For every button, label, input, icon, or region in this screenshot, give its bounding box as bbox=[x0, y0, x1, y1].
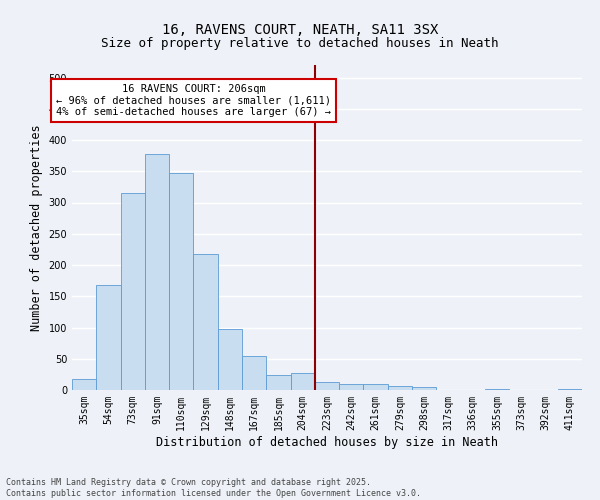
Bar bbox=[193, 254, 218, 390]
Bar bbox=[96, 285, 121, 390]
Bar bbox=[72, 380, 96, 390]
Bar bbox=[485, 389, 509, 390]
Text: Contains HM Land Registry data © Crown copyright and database right 2025.
Contai: Contains HM Land Registry data © Crown c… bbox=[6, 478, 421, 498]
Bar bbox=[412, 387, 436, 390]
Text: Size of property relative to detached houses in Neath: Size of property relative to detached ho… bbox=[101, 38, 499, 51]
Bar bbox=[388, 386, 412, 390]
Text: 16 RAVENS COURT: 206sqm
← 96% of detached houses are smaller (1,611)
4% of semi-: 16 RAVENS COURT: 206sqm ← 96% of detache… bbox=[56, 84, 331, 117]
Bar bbox=[558, 389, 582, 390]
X-axis label: Distribution of detached houses by size in Neath: Distribution of detached houses by size … bbox=[156, 436, 498, 448]
Bar bbox=[364, 384, 388, 390]
Text: 16, RAVENS COURT, NEATH, SA11 3SX: 16, RAVENS COURT, NEATH, SA11 3SX bbox=[162, 22, 438, 36]
Bar bbox=[242, 356, 266, 390]
Bar bbox=[266, 375, 290, 390]
Bar bbox=[218, 330, 242, 390]
Bar bbox=[121, 192, 145, 390]
Bar bbox=[290, 372, 315, 390]
Y-axis label: Number of detached properties: Number of detached properties bbox=[30, 124, 43, 331]
Bar bbox=[339, 384, 364, 390]
Bar bbox=[315, 382, 339, 390]
Bar bbox=[145, 154, 169, 390]
Bar bbox=[169, 172, 193, 390]
